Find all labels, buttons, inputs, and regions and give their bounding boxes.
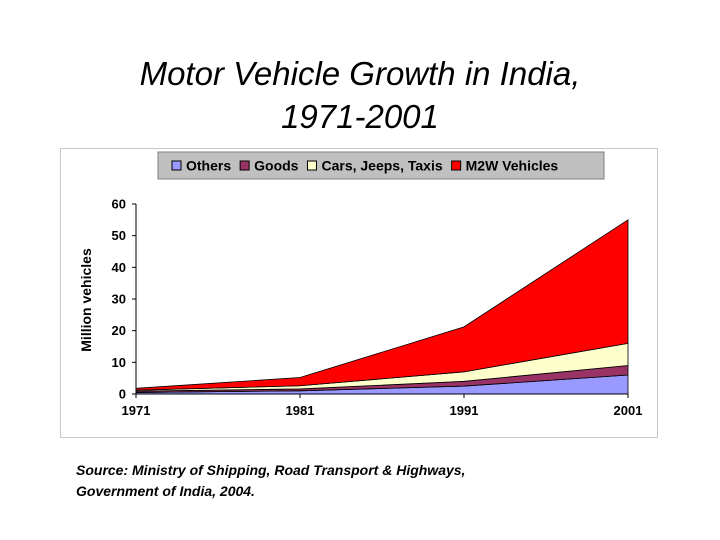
legend-label-cars-jeeps-taxis: Cars, Jeeps, Taxis [321,158,442,174]
x-tick-label: 2001 [614,403,643,418]
x-tick-label: 1991 [450,403,479,418]
title-line-1: Motor Vehicle Growth in India, [139,55,581,92]
y-tick-label: 60 [112,197,126,212]
legend-swatch-m2w-vehicles [451,160,462,171]
area-series-m2w-vehicles [135,219,629,391]
y-tick-label: 50 [112,228,126,243]
slide-title: Motor Vehicle Growth in India, 1971-2001 [0,52,720,138]
legend-label-m2w-vehicles: M2W Vehicles [466,158,559,174]
legend-label-goods: Goods [254,158,299,174]
x-tick-label: 1981 [286,403,315,418]
legend-swatch-others [171,160,182,171]
legend-background [157,151,605,180]
y-axis-title: Million vehicles [78,248,94,352]
plot-area: 0 10 20 30 40 50 60 1971 1981 1991 2001 [112,197,643,419]
chart-frame [60,148,658,438]
y-tick-label: 30 [112,292,126,307]
stacked-area-chart: Others Goods Cars, Jeeps, Taxis M2W Vehicle… [78,151,643,419]
y-tick-label: 10 [112,355,126,370]
x-tick-label: 1971 [122,403,151,418]
y-tick-label: 40 [112,260,126,275]
source-line-2: Government of India, 2004. [76,483,255,499]
legend-swatch-cars-jeeps-taxis [306,160,317,171]
title-line-2: 1971-2001 [281,98,439,135]
source-note: Source: Ministry of Shipping, Road Trans… [76,460,465,502]
y-tick-label: 0 [119,387,126,402]
chart-legend: Others Goods Cars, Jeeps, Taxis M2W Vehicle… [157,151,605,180]
legend-label-others: Others [186,158,231,174]
source-line-1: Source: Ministry of Shipping, Road Trans… [76,462,466,478]
legend-swatch-goods [239,160,250,171]
y-tick-label: 20 [112,323,126,338]
